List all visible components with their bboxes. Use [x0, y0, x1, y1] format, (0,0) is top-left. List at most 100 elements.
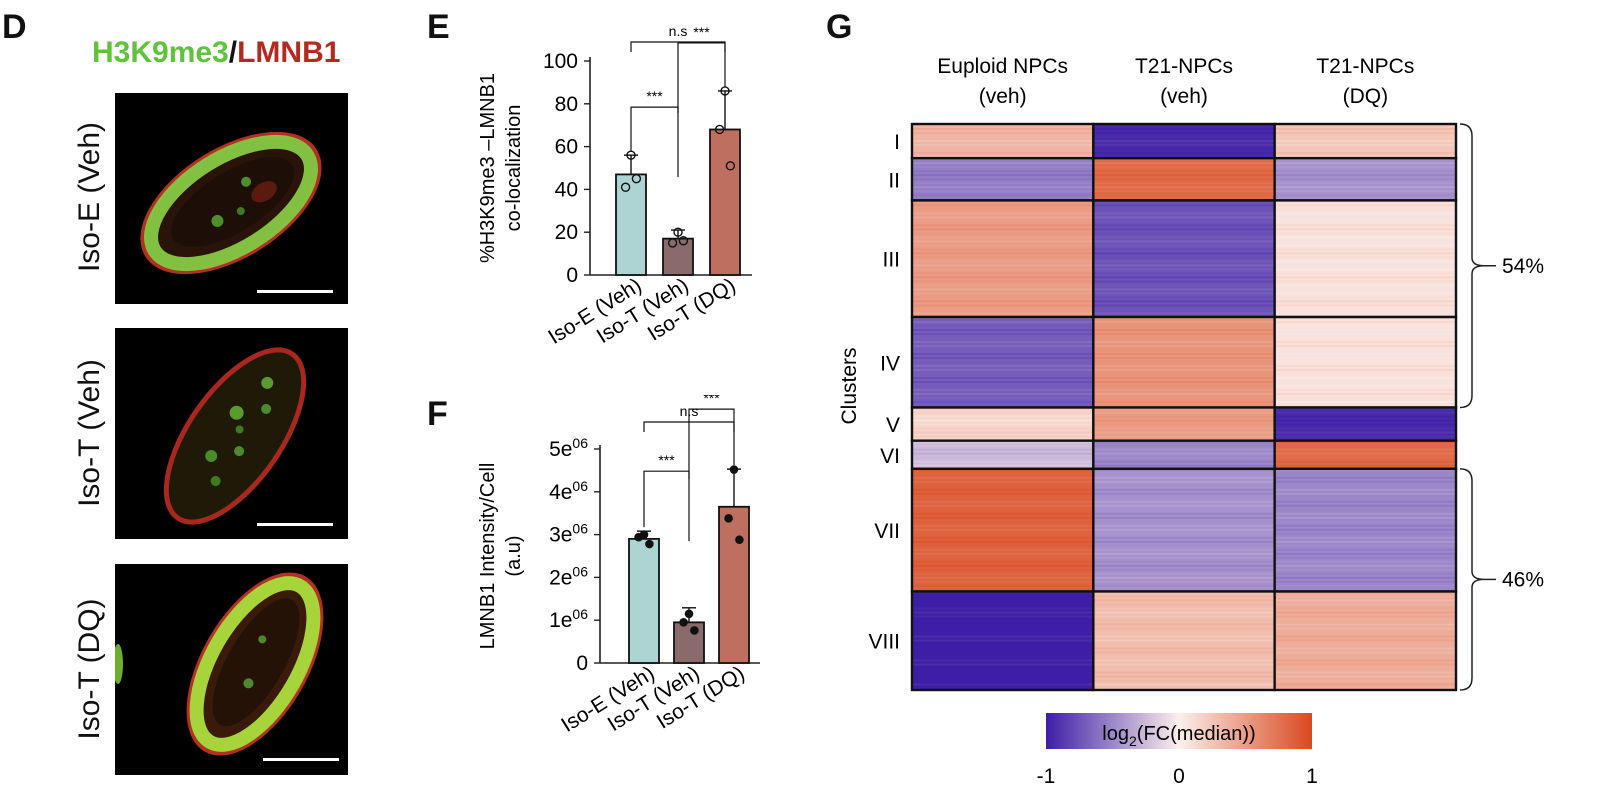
- significance-label: ***: [658, 452, 675, 468]
- chart-f: 0 1e06 2e06 3e06 4e06 5e06 LMNB1 Intensity/Cel…: [477, 395, 760, 737]
- heatmap-stripe: [1093, 627, 1275, 630]
- heatmap-stripe: [1274, 619, 1456, 622]
- heatmap-stripe: [912, 212, 1094, 215]
- heatmap-stripe: [912, 655, 1094, 658]
- heatmap-stripe: [1274, 393, 1456, 396]
- heatmap-stripe: [912, 576, 1094, 579]
- heatmap-stripe: [1093, 496, 1275, 499]
- heatmap-stripe: [1093, 671, 1275, 674]
- heatmap-stripe: [1093, 144, 1275, 146]
- heatmap-stripe: [912, 361, 1094, 364]
- heatmap-stripe: [1274, 144, 1456, 146]
- heatmap-stripe: [912, 647, 1094, 650]
- data-point: [724, 514, 733, 523]
- heatmap-stripe: [912, 520, 1094, 523]
- heatmap-stripe: [1274, 248, 1456, 251]
- heatmap-stripe: [1274, 504, 1456, 507]
- heatmap-stripe: [1093, 132, 1275, 134]
- data-point: [714, 124, 725, 135]
- heatmap-stripe: [912, 556, 1094, 559]
- y-tick-label: 60: [555, 136, 578, 159]
- heatmap-stripe: [912, 369, 1094, 372]
- heatmap-stripe: [1093, 240, 1275, 243]
- heatmap-stripe: [1093, 639, 1275, 642]
- column-header: (veh): [979, 85, 1027, 108]
- heatmap-stripe: [1274, 216, 1456, 219]
- heatmap-stripe: [912, 667, 1094, 670]
- heatmap-stripe: [1274, 345, 1456, 348]
- y-axis-label: co-localization: [503, 105, 525, 232]
- heatmap-stripe: [1093, 599, 1275, 602]
- heatmap-stripe: [912, 397, 1094, 400]
- heatmap-stripe: [1274, 444, 1456, 447]
- cluster-label: VIII: [868, 631, 900, 654]
- heatmap-stripe: [1274, 224, 1456, 227]
- heatmap-stripe: [1093, 435, 1275, 438]
- heatmap-stripe: [1093, 312, 1275, 315]
- significance-label: ***: [693, 24, 710, 40]
- title-lmnb1: LMNB1: [237, 36, 341, 69]
- heatmap-stripe: [912, 216, 1094, 219]
- heatmap-stripe: [1093, 675, 1275, 678]
- heatmap-stripe: [912, 435, 1094, 438]
- heatmap-stripe: [1093, 357, 1275, 360]
- heatmap-stripe: [912, 584, 1094, 587]
- heatmap-stripe: [1093, 423, 1275, 426]
- heatmap-stripe: [1093, 635, 1275, 638]
- heatmap-stripe: [1093, 544, 1275, 547]
- heatmap-stripe: [1093, 244, 1275, 247]
- heatmap-stripe: [912, 385, 1094, 388]
- heatmap-stripe: [1274, 536, 1456, 539]
- heatmap-stripe: [1093, 148, 1275, 150]
- heatmap-stripe: [912, 544, 1094, 547]
- heatmap-stripe: [1093, 284, 1275, 287]
- heatmap-stripe: [1274, 448, 1456, 451]
- heatmap-stripe: [912, 182, 1094, 185]
- heatmap-stripe: [1274, 512, 1456, 515]
- heatmap-stripe: [912, 341, 1094, 344]
- column-header: (veh): [1160, 85, 1208, 108]
- heatmap-stripe: [912, 349, 1094, 352]
- heatmap-stripe: [1274, 532, 1456, 535]
- heatmap-stripe: [912, 452, 1094, 455]
- heatmap-stripe: [912, 419, 1094, 422]
- heatmap-stripe: [1093, 178, 1275, 181]
- heatmap-stripe: [912, 619, 1094, 622]
- heatmap-stripe: [1274, 431, 1456, 434]
- heatmap-stripe: [1274, 663, 1456, 666]
- heatmap-stripe: [912, 240, 1094, 243]
- panel-d-title: H3K9me3/LMNB1: [92, 36, 340, 70]
- heatmap-stripe: [912, 236, 1094, 239]
- significance-label: ***: [703, 395, 720, 406]
- heatmap-stripe: [1093, 411, 1275, 414]
- heatmap-stripe: [1274, 540, 1456, 543]
- heatmap-stripe: [912, 524, 1094, 527]
- heatmap-stripe: [1274, 300, 1456, 303]
- heatmap-stripe: [1274, 341, 1456, 344]
- heatmap-stripe: [1093, 415, 1275, 418]
- heatmap-stripe: [1274, 496, 1456, 499]
- heatmap-stripe: [1093, 361, 1275, 364]
- heatmap-stripe: [912, 564, 1094, 567]
- heatmap-stripe: [1274, 276, 1456, 279]
- heatmap-stripe: [1274, 232, 1456, 235]
- heatmap-stripe: [1274, 304, 1456, 307]
- heatmap-stripe: [912, 329, 1094, 332]
- heatmap-stripe: [1274, 373, 1456, 376]
- y-tick-label: 0: [566, 264, 578, 287]
- heatmap-stripe: [1274, 643, 1456, 646]
- y-tick-label: 20: [555, 221, 578, 244]
- colorbar-tick-label: 1: [1306, 765, 1318, 788]
- heatmap-stripe: [1274, 260, 1456, 263]
- heatmap-stripe: [1274, 236, 1456, 239]
- heatmap-stripe: [1274, 508, 1456, 511]
- cluster-border: [1273, 590, 1458, 692]
- heatmap-stripe: [1093, 603, 1275, 606]
- column-header: T21-NPCs: [1316, 55, 1414, 78]
- heatmap-stripe: [912, 140, 1094, 142]
- column-header: Euploid NPCs: [937, 55, 1068, 78]
- cluster-label: VI: [880, 445, 900, 468]
- heatmap-stripe: [1093, 611, 1275, 614]
- heatmap-stripe: [1093, 595, 1275, 598]
- heatmap-stripe: [1093, 300, 1275, 303]
